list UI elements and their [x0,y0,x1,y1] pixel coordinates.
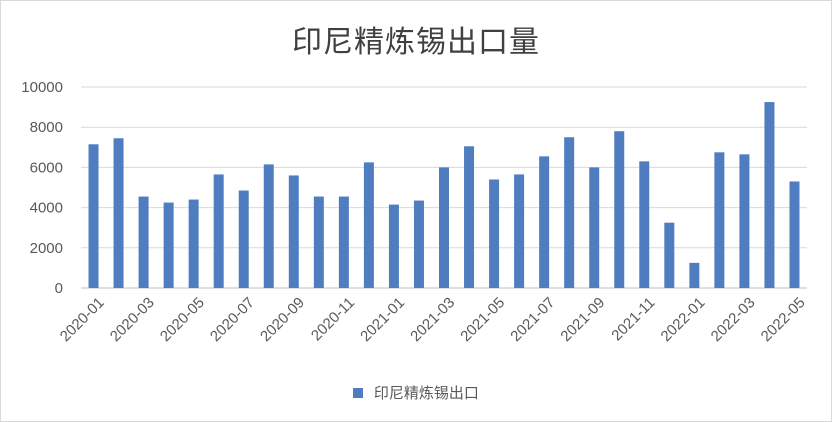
x-tick-label: 2021-05 [457,294,508,345]
bar [163,202,174,288]
x-tick-label: 2020-05 [157,294,208,345]
bar [388,204,399,288]
bar [263,164,274,288]
bar [789,181,800,288]
bar [113,138,124,288]
x-tick-label: 2021-09 [557,294,608,345]
bar [614,131,625,288]
bar [514,174,525,288]
bar [589,167,600,288]
x-tick-label: 2020-01 [57,294,108,345]
x-tick-label: 2022-01 [658,294,709,345]
x-tick-label: 2022-05 [758,294,809,345]
y-tick-label: 2000 [30,240,63,257]
bar [439,167,449,288]
x-tick-label: 2021-11 [608,294,658,344]
x-tick-label: 2020-11 [308,294,358,344]
bar [363,162,374,288]
bar [689,262,700,288]
x-tick-label: 2020-03 [107,294,158,345]
y-tick-label: 10000 [21,79,63,96]
x-tick-label: 2020-07 [207,294,258,345]
x-tick-label: 2021-07 [507,294,558,345]
bar [213,174,224,288]
x-tick-label: 2020-09 [257,294,308,345]
bar [489,179,500,288]
bar [313,196,324,288]
bar [238,190,249,288]
bar [739,154,750,288]
legend: 印尼精炼锡出口 [1,382,831,403]
legend-label: 印尼精炼锡出口 [373,384,479,402]
bar [664,222,675,288]
x-tick-label: 2021-01 [357,294,408,345]
bar [413,200,424,288]
bar [714,152,725,288]
bar [539,156,550,288]
legend-swatch [353,387,364,398]
x-tick-label: 2022-03 [708,294,759,345]
bar [88,144,99,288]
bar [188,199,199,288]
y-tick-label: 6000 [30,159,63,176]
bar [464,146,475,288]
y-tick-label: 8000 [30,119,63,136]
bar [564,137,575,288]
bar [288,175,299,288]
y-tick-label: 0 [55,280,63,297]
bar [764,102,775,288]
chart-title: 印尼精炼锡出口量 [292,25,540,60]
bar [338,196,349,288]
bar [138,196,149,288]
x-tick-label: 2021-03 [407,294,458,345]
y-tick-label: 4000 [30,200,63,217]
bar [639,161,650,288]
